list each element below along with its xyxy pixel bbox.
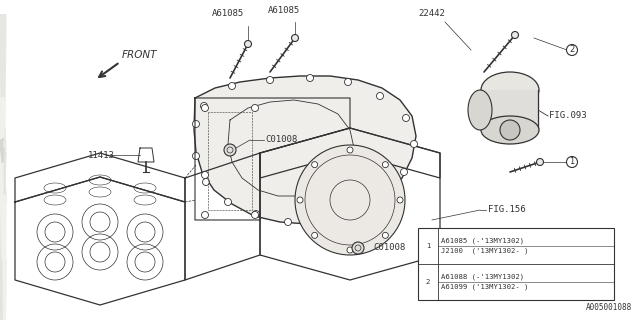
Polygon shape — [0, 177, 6, 305]
Polygon shape — [0, 15, 6, 185]
Text: FIG.093: FIG.093 — [549, 111, 587, 121]
Text: 22442: 22442 — [418, 9, 445, 18]
Circle shape — [536, 158, 543, 165]
Circle shape — [352, 242, 364, 254]
Text: A61088 (-'13MY1302): A61088 (-'13MY1302) — [441, 274, 524, 280]
Circle shape — [347, 247, 353, 253]
Circle shape — [422, 241, 433, 252]
Circle shape — [422, 276, 433, 287]
Polygon shape — [0, 260, 6, 320]
Text: 11413: 11413 — [88, 150, 115, 159]
Circle shape — [252, 105, 259, 111]
Polygon shape — [0, 128, 6, 178]
Circle shape — [291, 35, 298, 42]
Polygon shape — [0, 185, 4, 260]
Polygon shape — [0, 148, 4, 162]
Text: 1: 1 — [570, 157, 575, 166]
Circle shape — [202, 179, 209, 186]
Polygon shape — [0, 153, 6, 202]
Circle shape — [193, 153, 200, 159]
Ellipse shape — [481, 116, 539, 144]
Polygon shape — [0, 128, 6, 280]
Text: A61099 ('13MY1302- ): A61099 ('13MY1302- ) — [441, 284, 529, 290]
Text: A61085: A61085 — [212, 9, 244, 18]
Circle shape — [355, 209, 362, 215]
Circle shape — [225, 198, 232, 205]
Circle shape — [382, 232, 388, 238]
Text: A005001088: A005001088 — [586, 303, 632, 312]
Ellipse shape — [468, 90, 492, 130]
Text: A61085: A61085 — [268, 6, 300, 15]
Circle shape — [511, 31, 518, 38]
Circle shape — [253, 211, 259, 218]
Circle shape — [500, 120, 520, 140]
Circle shape — [266, 76, 273, 84]
Circle shape — [347, 147, 353, 153]
Circle shape — [297, 197, 303, 203]
Circle shape — [202, 172, 209, 179]
Bar — [418, 228, 614, 300]
Circle shape — [321, 219, 328, 226]
Circle shape — [200, 102, 207, 109]
Text: J2100  ('13MY1302- ): J2100 ('13MY1302- ) — [441, 248, 529, 254]
Circle shape — [403, 115, 410, 122]
Polygon shape — [0, 138, 4, 154]
Circle shape — [312, 232, 317, 238]
Circle shape — [228, 83, 236, 90]
Polygon shape — [194, 76, 416, 224]
Circle shape — [566, 156, 577, 167]
Circle shape — [376, 92, 383, 100]
Circle shape — [285, 219, 291, 226]
Circle shape — [566, 44, 577, 55]
Text: A61085 (-'13MY1302): A61085 (-'13MY1302) — [441, 238, 524, 244]
Circle shape — [344, 78, 351, 85]
Polygon shape — [0, 15, 6, 185]
Circle shape — [381, 193, 387, 199]
Circle shape — [312, 162, 317, 168]
Circle shape — [410, 140, 417, 148]
Circle shape — [382, 162, 388, 168]
Circle shape — [307, 75, 314, 82]
Circle shape — [252, 212, 259, 219]
Polygon shape — [0, 195, 6, 320]
Circle shape — [295, 145, 405, 255]
Ellipse shape — [481, 72, 539, 108]
Circle shape — [401, 169, 408, 175]
Circle shape — [193, 121, 200, 127]
Text: C01008: C01008 — [373, 244, 405, 252]
Circle shape — [202, 105, 209, 111]
Text: C01008: C01008 — [265, 135, 297, 145]
Text: FIG.156: FIG.156 — [488, 205, 525, 214]
Polygon shape — [0, 98, 6, 220]
Text: FRONT: FRONT — [122, 50, 157, 60]
Circle shape — [202, 212, 209, 219]
Circle shape — [397, 197, 403, 203]
Polygon shape — [0, 153, 4, 280]
Polygon shape — [0, 260, 6, 320]
Text: 2: 2 — [426, 279, 430, 285]
Text: 2: 2 — [570, 45, 575, 54]
Circle shape — [224, 144, 236, 156]
Circle shape — [244, 41, 252, 47]
Text: 1: 1 — [426, 243, 430, 249]
Polygon shape — [482, 90, 538, 130]
